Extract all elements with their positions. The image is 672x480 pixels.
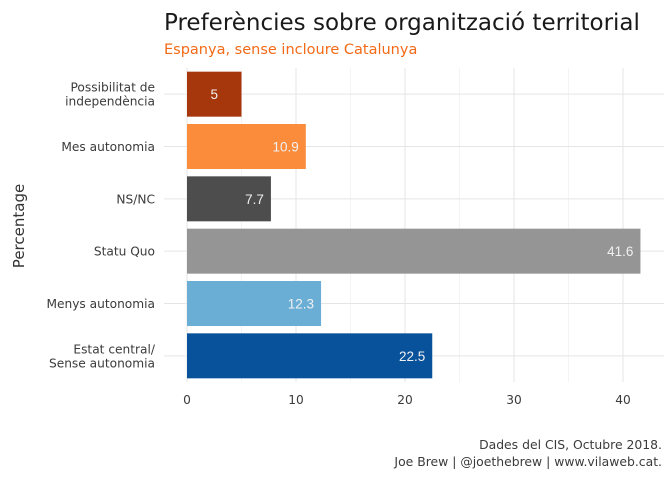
bar <box>187 71 242 117</box>
y-axis-tick-labels: Possibilitat de independència Mes autonomi… <box>46 81 155 371</box>
bar-value-label: 5 <box>210 87 218 102</box>
bar <box>187 124 306 169</box>
x-tick-label: 20 <box>397 393 413 407</box>
bar-value-label: 41.6 <box>607 244 633 259</box>
y-tick-label: Possibilitat de independència <box>65 81 155 109</box>
caption-credit: Joe Brew | @joethebrew | www.vilaweb.cat… <box>393 454 662 469</box>
x-tick-label: 0 <box>183 393 191 407</box>
bar-value-label: 22.5 <box>399 349 425 364</box>
chart-title: Preferències sobre organització territor… <box>164 10 640 36</box>
y-tick-label: Statu Quo <box>94 245 155 259</box>
y-axis-title: Percentage <box>10 184 28 268</box>
plot-area: 5 10.9 7.7 41.6 12.3 22.5 Possibilitat de inde… <box>46 68 664 407</box>
y-tick-label: NS/NC <box>116 192 155 206</box>
bar <box>187 333 433 379</box>
bar-value-label: 12.3 <box>288 297 314 312</box>
caption-source: Dades del CIS, Octubre 2018. <box>479 437 662 452</box>
bar <box>187 281 322 326</box>
bar-value-labels: 5 10.9 7.7 41.6 12.3 22.5 <box>210 87 633 364</box>
bar-value-label: 7.7 <box>245 192 264 207</box>
y-tick-label: Mes autonomia <box>61 140 155 154</box>
bar-value-label: 10.9 <box>273 140 299 155</box>
y-tick-label: Menys autonomia <box>46 297 155 311</box>
minor-gridlines <box>241 68 569 382</box>
x-tick-label: 40 <box>615 393 631 407</box>
x-tick-label: 30 <box>506 393 522 407</box>
bars <box>187 71 641 379</box>
bar <box>187 176 271 222</box>
x-axis-tick-labels: 0 10 20 30 40 <box>183 393 631 407</box>
bar <box>187 228 641 274</box>
x-tick-label: 10 <box>288 393 304 407</box>
chart-subtitle: Espanya, sense incloure Catalunya <box>164 42 417 58</box>
y-tick-label: Estat central/Sense autonomia <box>49 342 156 370</box>
